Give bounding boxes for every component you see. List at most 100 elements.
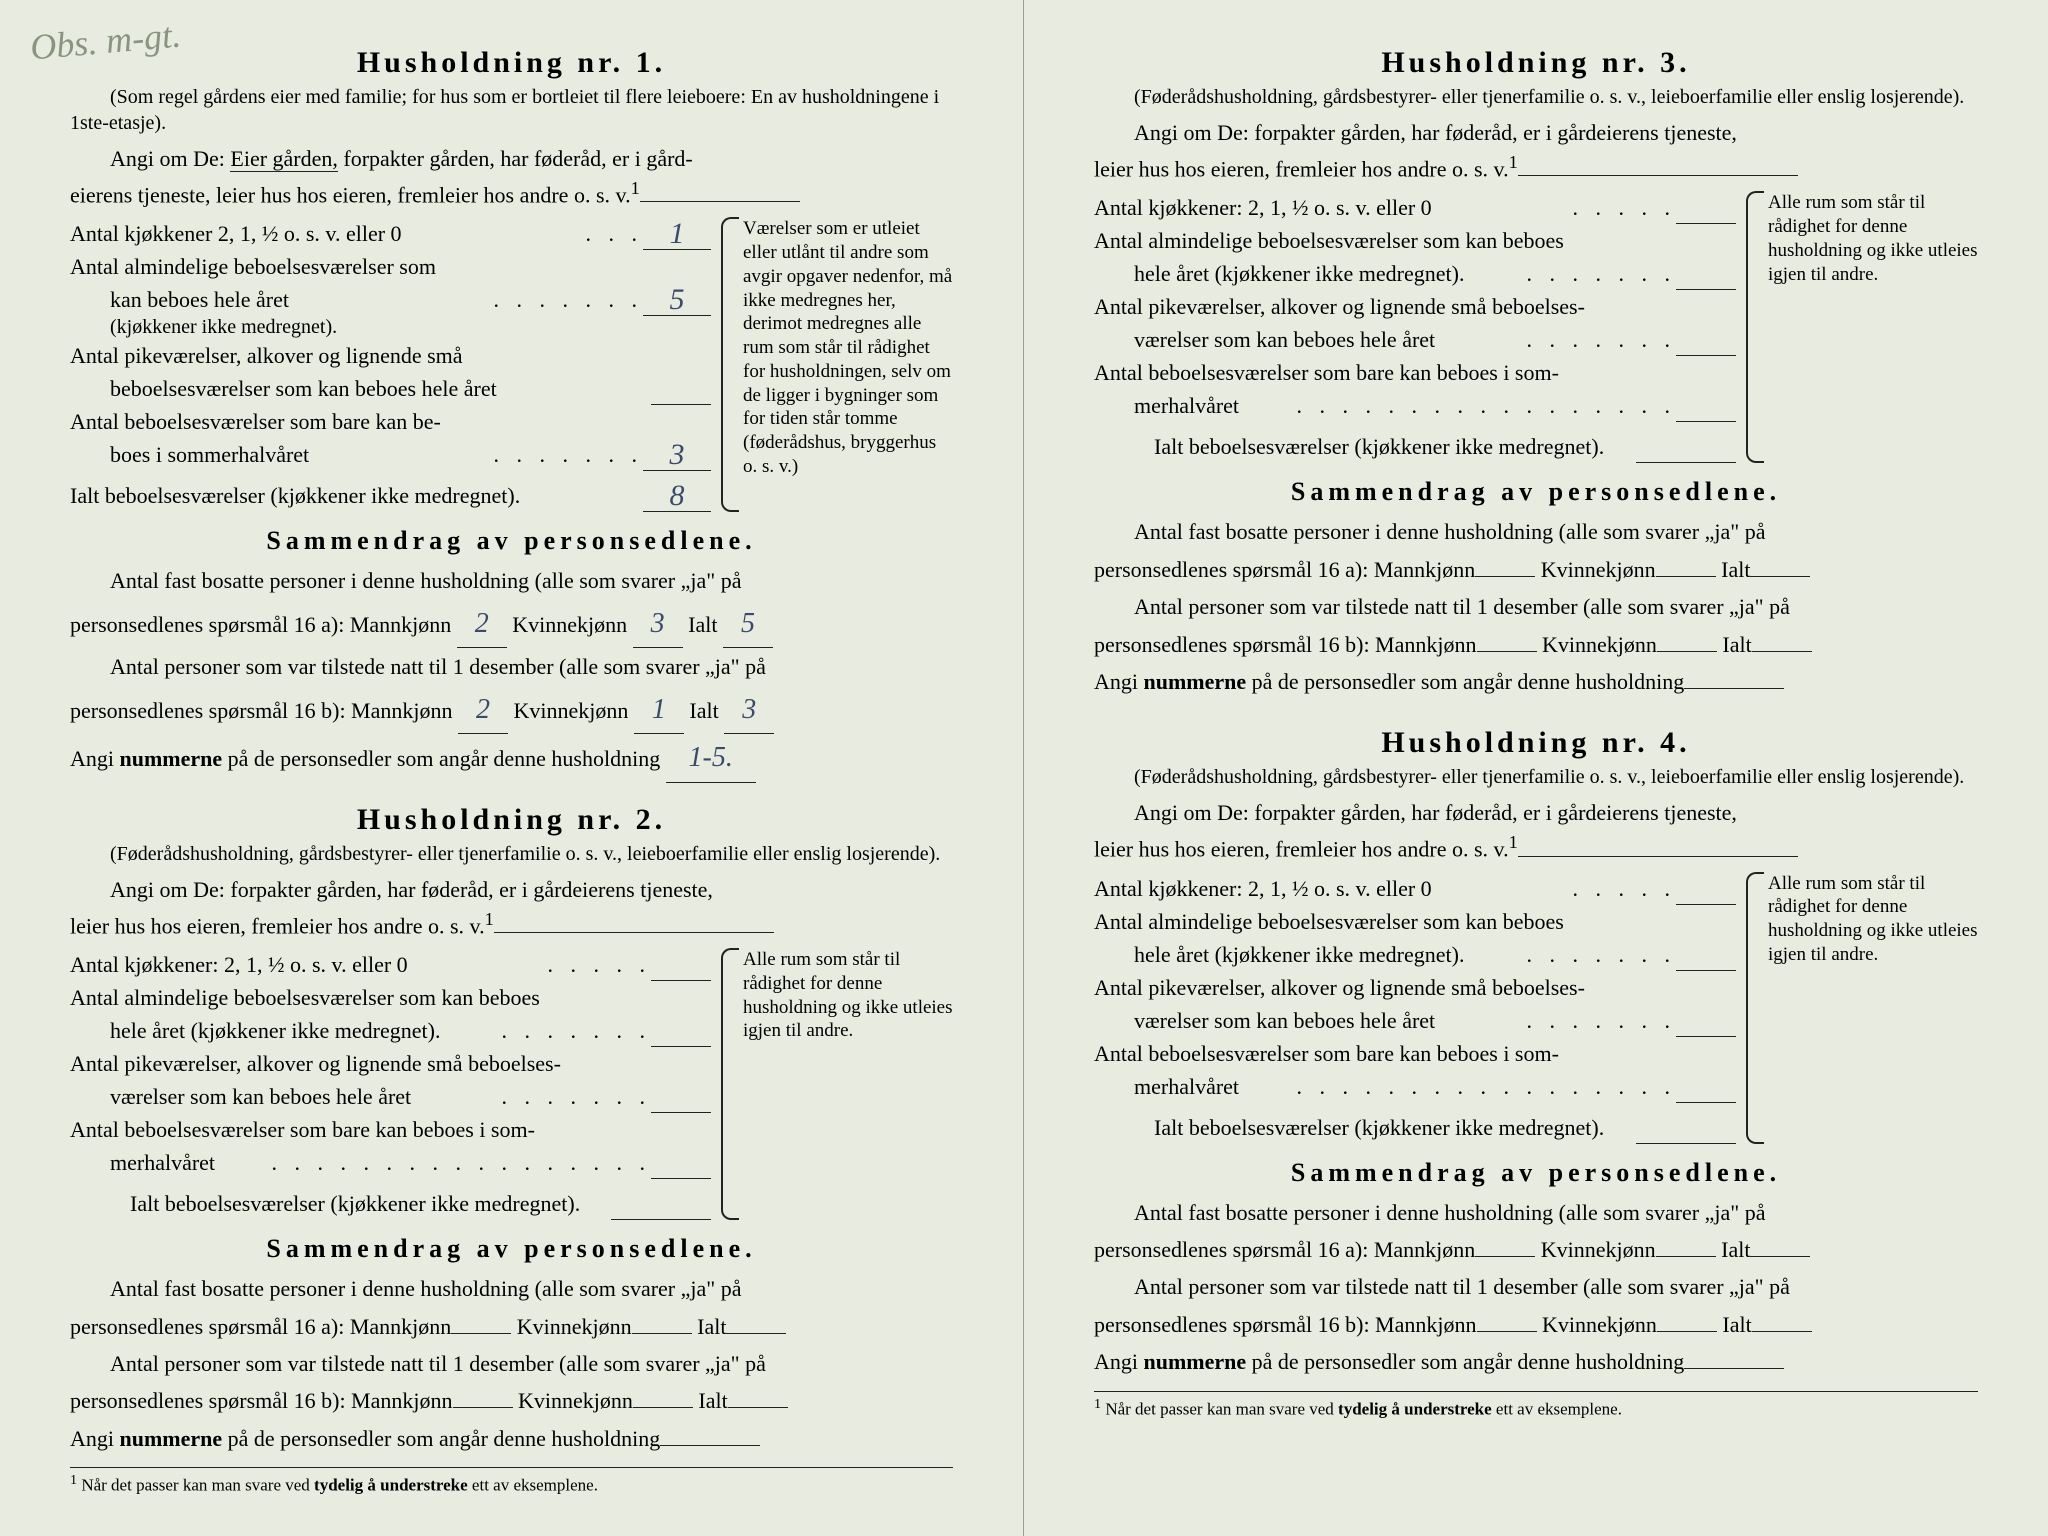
- text: leier hus hos eieren, fremleier hos andr…: [1094, 156, 1509, 181]
- h1-kitchens: Antal kjøkkener 2, 1, ½ o. s. v. eller 0…: [70, 217, 711, 250]
- h1-rows: Antal kjøkkener 2, 1, ½ o. s. v. eller 0…: [70, 217, 953, 512]
- h3-s2b: personsedlenes spørsmål 16 b): Mannkjønn…: [1094, 626, 1978, 663]
- h4-s1b: personsedlenes spørsmål 16 a): Mannkjønn…: [1094, 1231, 1978, 1268]
- label: personsedlenes spørsmål 16 b): Mannkjønn: [70, 698, 453, 723]
- h1-angi2: eierens tjeneste, leier hus hos eieren, …: [70, 175, 953, 211]
- h1-ialt: Ialt beboelsesværelser (kjøkkener ikke m…: [70, 479, 711, 512]
- label-kv: Kvinnekjønn: [1542, 1312, 1657, 1337]
- h3-kitchens: Antal kjøkkener: 2, 1, ½ o. s. v. eller …: [1094, 191, 1736, 224]
- h2-s1a: Antal fast bosatte personer i denne hush…: [70, 1270, 953, 1307]
- side-note-text: Alle rum som står til rådighet for denne…: [1768, 873, 1978, 965]
- footnote-text-post: ett av eksemplene.: [1492, 1399, 1622, 1418]
- blank: [1518, 175, 1798, 176]
- label-ialt: Ialt: [698, 1388, 727, 1413]
- label: Antal kjøkkener 2, 1, ½ o. s. v. eller 0: [70, 217, 586, 250]
- brace-icon: [721, 948, 739, 1220]
- label: merhalvåret: [110, 1146, 272, 1179]
- angi-blank: [640, 201, 800, 202]
- dots: . . . . . . .: [1527, 323, 1677, 356]
- blank-i: [1752, 651, 1812, 652]
- h2-angi2: leier hus hos eieren, fremleier hos andr…: [70, 906, 953, 942]
- angi-sup: 1: [631, 178, 640, 198]
- h4-s1a: Antal fast bosatte personer i denne hush…: [1094, 1194, 1978, 1231]
- h1-title: Husholdning nr. 1.: [70, 46, 953, 80]
- footnote-text-post: ett av eksemplene.: [468, 1476, 598, 1495]
- label: personsedlenes spørsmål 16 b): Mannkjønn: [70, 1388, 453, 1413]
- h2-nummerne: Angi nummerne på de personsedler som ang…: [70, 1420, 953, 1457]
- blank-m: [1477, 651, 1537, 652]
- label: Antal kjøkkener: 2, 1, ½ o. s. v. eller …: [1094, 872, 1573, 905]
- h2-s1b: personsedlenes spørsmål 16 a): Mannkjønn…: [70, 1308, 953, 1345]
- h2-subtitle: (Føderådshusholdning, gårdsbestyrer- ell…: [70, 841, 953, 867]
- footnote-right: 1 Når det passer kan man svare ved tydel…: [1094, 1391, 1978, 1420]
- blank: [651, 1046, 711, 1047]
- dots: . . . . . . .: [1527, 938, 1677, 971]
- h3-title: Husholdning nr. 3.: [1094, 46, 1978, 80]
- label: hele året (kjøkkener ikke medregnet).: [110, 1014, 502, 1047]
- footnote-marker: 1: [1094, 1396, 1101, 1412]
- dots: . . . . . . . . . . . . . . . . .: [1297, 389, 1677, 422]
- text: leier hus hos eieren, fremleier hos andr…: [1094, 837, 1509, 862]
- blank: [1676, 355, 1736, 356]
- label: værelser som kan beboes hele året: [110, 1080, 502, 1113]
- blank-i: [1750, 1256, 1810, 1257]
- blank-m: [453, 1407, 513, 1408]
- side-note-text: Alle rum som står til rådighet for denne…: [743, 949, 953, 1041]
- blank-m: [1477, 1331, 1537, 1332]
- h1-ialt-val: 8: [643, 481, 711, 512]
- footnote-marker: 1: [70, 1472, 77, 1488]
- h2-s2a: Antal personer som var tilstede natt til…: [70, 1345, 953, 1382]
- h4-side: Alle rum som står til rådighet for denne…: [1750, 872, 1978, 1144]
- h4-main: Antal kjøkkener: 2, 1, ½ o. s. v. eller …: [1094, 872, 1736, 1144]
- dots: . . . . . . . . . . . . . . . . .: [1297, 1070, 1677, 1103]
- dots: . . . . . . .: [502, 1014, 652, 1047]
- h2-s2b: personsedlenes spørsmål 16 b): Mannkjønn…: [70, 1382, 953, 1419]
- blank-i: [728, 1407, 788, 1408]
- h2-summary-title: Sammendrag av personsedlene.: [70, 1234, 953, 1264]
- h4-nummerne: Angi nummerne på de personsedler som ang…: [1094, 1343, 1978, 1380]
- label-ialt: Ialt: [688, 612, 717, 637]
- blank: [1636, 462, 1736, 463]
- blank-k: [632, 1333, 692, 1334]
- blank: [1676, 1036, 1736, 1037]
- h4-summary-title: Sammendrag av personsedlene.: [1094, 1158, 1978, 1188]
- blank: [1518, 856, 1798, 857]
- label: hele året (kjøkkener ikke medregnet).: [1134, 257, 1527, 290]
- blank-k: [1657, 1331, 1717, 1332]
- h3-angi2: leier hus hos eieren, fremleier hos andr…: [1094, 149, 1978, 185]
- h3-summer-a: Antal beboelsesværelser som bare kan beb…: [1094, 356, 1736, 389]
- h4-rooms-b: hele året (kjøkkener ikke medregnet). . …: [1094, 938, 1736, 971]
- h1-s2b: personsedlenes spørsmål 16 b): Mannkjønn…: [70, 686, 953, 735]
- blank: [1676, 904, 1736, 905]
- label: boes i sommerhalvåret: [110, 438, 494, 471]
- h3-summary-title: Sammendrag av personsedlene.: [1094, 477, 1978, 507]
- label: personsedlenes spørsmål 16 b): Mannkjønn: [1094, 632, 1477, 657]
- h1-s2a: Antal personer som var tilstede natt til…: [70, 648, 953, 685]
- label-kv: Kvinnekjønn: [517, 1314, 632, 1339]
- h4-ialt: Ialt beboelsesværelser (kjøkkener ikke m…: [1094, 1111, 1736, 1144]
- val-m: 2: [458, 686, 508, 735]
- dots: . . . . . . .: [1527, 1004, 1677, 1037]
- h1-summer-b: boes i sommerhalvåret . . . . . . . 3: [70, 438, 711, 471]
- h1-s1a: Antal fast bosatte personer i denne hush…: [70, 562, 953, 599]
- blank-k: [1656, 1256, 1716, 1257]
- text: leier hus hos eieren, fremleier hos andr…: [70, 913, 485, 938]
- label: værelser som kan beboes hele året: [1134, 323, 1527, 356]
- label: personsedlenes spørsmål 16 a): Mannkjønn: [1094, 1237, 1475, 1262]
- label-pre: Angi: [1094, 669, 1144, 694]
- label-kv: Kvinnekjønn: [1541, 1237, 1656, 1262]
- label: Ialt beboelsesværelser (kjøkkener ikke m…: [1154, 430, 1636, 463]
- footnote-text-pre: Når det passer kan man svare ved: [81, 1476, 314, 1495]
- dots: . . . . . . .: [494, 438, 644, 471]
- h1-summer-a: Antal beboelsesværelser som bare kan be-: [70, 405, 711, 438]
- val-i: 3: [724, 686, 774, 735]
- val-k: 1: [634, 686, 684, 735]
- h4-rows: Antal kjøkkener: 2, 1, ½ o. s. v. eller …: [1094, 872, 1978, 1144]
- blank: [1676, 223, 1736, 224]
- val-i: 5: [723, 600, 773, 649]
- label: personsedlenes spørsmål 16 a): Mannkjønn: [70, 612, 451, 637]
- h1-angi: Angi om De: Eier gården, forpakter gårde…: [70, 142, 953, 175]
- footnote-bold: tydelig å understreke: [314, 1476, 468, 1495]
- h1-rooms-paren: (kjøkkener ikke medregnet).: [70, 316, 711, 339]
- blank: [611, 1219, 711, 1220]
